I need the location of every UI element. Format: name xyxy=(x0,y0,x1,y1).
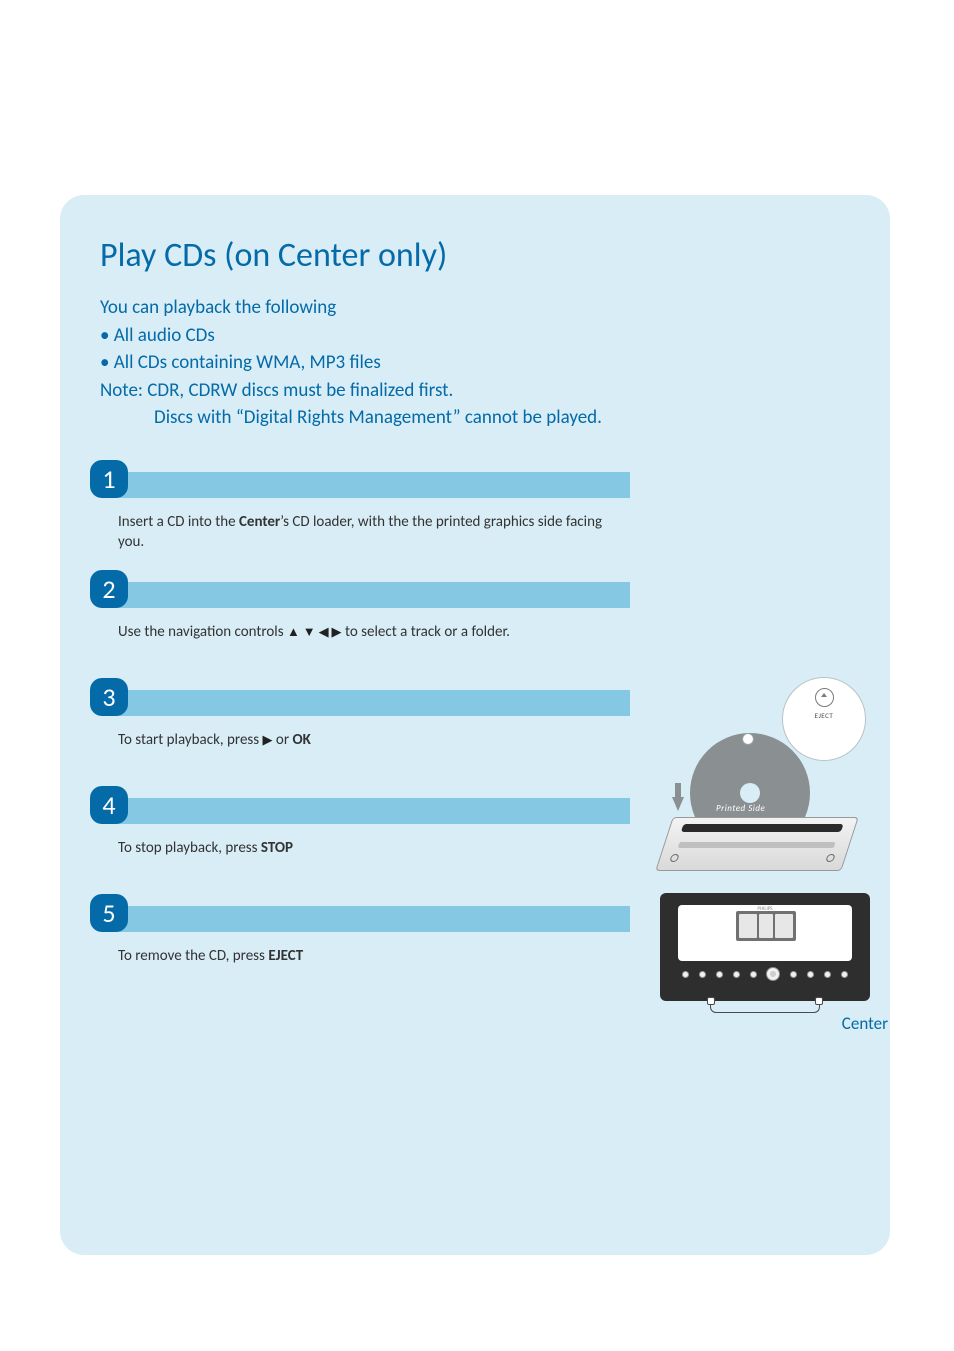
device-button-icon xyxy=(806,969,816,979)
intro-note-line: Note: CDR, CDRW discs must be finalized … xyxy=(100,377,850,405)
step-number-badge: 2 xyxy=(90,570,128,608)
step-text-bold: STOP xyxy=(261,839,293,857)
device-caption: Center xyxy=(842,1013,888,1034)
step-text: To start playback, press ▶ or OK xyxy=(100,726,630,772)
step: 3 To start playback, press ▶ or OK xyxy=(100,690,630,772)
illustration-area: EJECT Printed Side PHILIPS xyxy=(660,677,896,1017)
step-text-bold: OK xyxy=(292,731,310,749)
step-bar xyxy=(108,690,630,716)
step-text-part: or xyxy=(273,731,293,749)
intro-bullet: • All audio CDs xyxy=(100,322,850,350)
eject-button-icon xyxy=(815,688,834,707)
step-text-part: Use the navigation controls xyxy=(118,623,287,641)
step-text-part: to select a track or a folder. xyxy=(342,623,510,641)
disc-printed-side-label: Printed Side xyxy=(716,803,765,814)
loader-screw-icon xyxy=(669,854,680,862)
cd-loader-icon xyxy=(655,817,859,871)
step-text-part: To remove the CD, press xyxy=(118,947,268,965)
manual-page: Play CDs (on Center only) You can playba… xyxy=(60,195,890,1255)
step-bar xyxy=(108,798,630,824)
intro-note-line: Discs with “Digital Rights Management” c… xyxy=(100,404,850,432)
intro-bullet: • All CDs containing WMA, MP3 files xyxy=(100,349,850,377)
loader-screw-icon xyxy=(825,854,836,862)
device-button-icon xyxy=(748,969,758,979)
step-text: To remove the CD, press EJECT xyxy=(100,942,630,988)
step-number-badge: 1 xyxy=(90,460,128,498)
device-button-icon xyxy=(681,969,691,979)
device-stand-icon xyxy=(710,999,820,1013)
device-button-icon xyxy=(839,969,849,979)
step-text-bold: EJECT xyxy=(268,947,303,965)
step-text-bold: Center xyxy=(239,513,280,531)
insert-arrow-icon xyxy=(672,797,684,811)
play-icon: ▶ xyxy=(263,733,273,748)
center-device-icon: PHILIPS xyxy=(660,893,870,1001)
device-button-icon xyxy=(714,969,724,979)
device-button-icon xyxy=(731,969,741,979)
step-text-part: To start playback, press xyxy=(118,731,263,749)
page-title: Play CDs (on Center only) xyxy=(100,235,850,276)
cd-slot-icon xyxy=(681,824,844,832)
intro-bullet-text: All audio CDs xyxy=(114,324,215,347)
device-button-icon xyxy=(697,969,707,979)
intro-lead: You can playback the following xyxy=(100,294,850,322)
step-number-badge: 3 xyxy=(90,678,128,716)
step-bar xyxy=(108,906,630,932)
step: 5 To remove the CD, press EJECT xyxy=(100,906,630,988)
panel-segment-icon xyxy=(775,914,793,938)
cd-slot-icon xyxy=(678,842,836,848)
panel-segment-icon xyxy=(759,914,773,938)
device-main-button-icon xyxy=(766,967,780,981)
step: 1 Insert a CD into the Center’s CD loade… xyxy=(100,472,630,557)
steps-column: 1 Insert a CD into the Center’s CD loade… xyxy=(100,472,630,989)
step-number-badge: 4 xyxy=(90,786,128,824)
intro-bullet-text: All CDs containing WMA, MP3 files xyxy=(114,351,381,374)
eject-label: EJECT xyxy=(783,711,865,720)
device-button-icon xyxy=(789,969,799,979)
step: 4 To stop playback, press STOP xyxy=(100,798,630,880)
step-text: Insert a CD into the Center’s CD loader,… xyxy=(100,508,630,557)
step-text: To stop playback, press STOP xyxy=(100,834,630,880)
device-screen-icon: PHILIPS xyxy=(678,905,852,961)
cd-hole-icon xyxy=(742,733,754,745)
device-panel-icon xyxy=(736,911,796,941)
step: 2 Use the navigation controls ▲ ▼ ◀ ▶ to… xyxy=(100,582,630,664)
step-bar xyxy=(108,582,630,608)
nav-arrows-icon: ▲ ▼ ◀ ▶ xyxy=(287,625,342,640)
panel-segment-icon xyxy=(739,914,757,938)
device-button-row xyxy=(682,965,848,983)
intro-block: You can playback the following • All aud… xyxy=(100,294,850,432)
device-button-icon xyxy=(823,969,833,979)
step-number-badge: 5 xyxy=(90,894,128,932)
step-text: Use the navigation controls ▲ ▼ ◀ ▶ to s… xyxy=(100,618,630,664)
step-bar xyxy=(108,472,630,498)
step-text-part: To stop playback, press xyxy=(118,839,261,857)
step-text-part: Insert a CD into the xyxy=(118,513,239,531)
eject-callout: EJECT xyxy=(782,677,866,761)
